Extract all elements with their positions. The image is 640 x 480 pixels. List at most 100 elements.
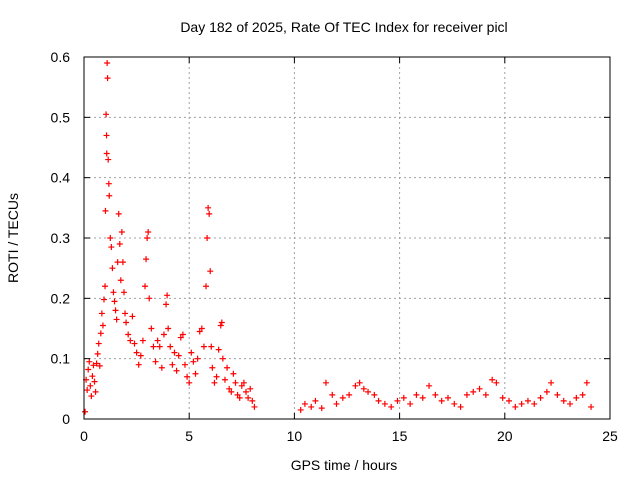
data-point	[135, 361, 142, 368]
data-point	[308, 403, 315, 410]
data-point	[154, 337, 161, 344]
data-point	[103, 132, 110, 139]
data-point	[116, 241, 123, 248]
data-point	[117, 277, 124, 284]
data-point	[144, 235, 151, 241]
data-point	[146, 295, 153, 302]
data-point	[588, 403, 595, 410]
data-point	[181, 361, 188, 368]
y-axis-label: ROTI / TECUs	[5, 193, 21, 283]
data-point	[554, 391, 561, 398]
data-point	[137, 352, 144, 359]
data-point	[158, 364, 165, 371]
data-point	[232, 379, 239, 386]
data-point	[579, 391, 586, 398]
data-point	[111, 298, 118, 305]
data-point	[112, 307, 119, 314]
data-point	[186, 379, 193, 386]
data-point	[451, 400, 458, 407]
data-point	[234, 391, 241, 398]
data-point	[583, 379, 590, 386]
data-point	[573, 394, 580, 401]
data-point	[531, 400, 538, 407]
data-point	[463, 391, 470, 398]
data-point	[194, 355, 201, 362]
data-point	[106, 192, 113, 199]
data-point	[499, 394, 506, 401]
data-point	[329, 391, 336, 398]
data-point	[567, 400, 574, 407]
data-point	[215, 346, 222, 353]
data-point	[213, 373, 220, 380]
data-point	[85, 366, 92, 373]
data-point	[204, 235, 211, 241]
data-point	[105, 156, 112, 163]
data-point	[489, 376, 496, 383]
data-point	[518, 400, 525, 407]
data-point	[190, 358, 197, 365]
y-tick-label: 0.4	[51, 170, 71, 186]
data-point	[470, 388, 477, 395]
data-point	[160, 331, 167, 338]
data-point	[200, 343, 207, 350]
data-point	[400, 394, 407, 401]
data-point	[426, 382, 433, 389]
data-point	[94, 350, 101, 357]
data-point	[407, 400, 414, 407]
data-point	[243, 388, 250, 395]
data-point	[150, 343, 157, 350]
data-point	[388, 403, 395, 410]
data-point	[109, 265, 116, 272]
data-point	[115, 210, 122, 217]
data-point	[125, 331, 132, 338]
data-point	[226, 385, 233, 392]
data-point	[84, 387, 91, 394]
data-point	[207, 268, 214, 275]
data-point	[123, 319, 130, 326]
tick-marks	[83, 56, 611, 420]
y-tick-label: 0.6	[51, 49, 71, 65]
data-point	[352, 382, 359, 389]
data-point	[381, 400, 388, 407]
data-point	[346, 391, 353, 398]
data-point	[375, 397, 382, 404]
y-tick-label: 0.2	[51, 290, 71, 306]
grid-lines	[84, 57, 610, 419]
data-point	[167, 343, 174, 350]
data-point	[206, 210, 213, 217]
y-tick-label: 0.1	[51, 351, 71, 367]
data-point	[87, 382, 94, 389]
y-tick-label: 0	[62, 411, 70, 427]
data-point	[163, 301, 170, 308]
data-point	[169, 361, 176, 368]
data-point	[236, 394, 243, 401]
data-point	[177, 334, 184, 341]
data-point	[108, 244, 115, 251]
data-point	[360, 385, 367, 392]
data-point	[543, 388, 550, 395]
data-point	[218, 319, 225, 326]
data-point	[247, 385, 254, 392]
data-point	[438, 397, 445, 404]
data-point	[188, 349, 195, 356]
data-point	[560, 397, 567, 404]
x-tick-label: 0	[80, 428, 88, 444]
data-point	[105, 180, 112, 187]
data-point	[152, 358, 159, 365]
x-tick-label: 15	[392, 428, 408, 444]
data-point	[419, 394, 426, 401]
data-point	[205, 204, 212, 211]
x-tick-label: 20	[497, 428, 513, 444]
x-tick-label: 25	[602, 428, 618, 444]
data-point	[118, 228, 125, 235]
data-point	[129, 313, 136, 320]
data-points	[82, 60, 595, 415]
data-point	[93, 360, 100, 367]
data-point	[142, 283, 149, 290]
data-point	[322, 379, 329, 386]
data-point	[221, 376, 228, 383]
data-point	[143, 256, 150, 263]
data-point	[312, 397, 319, 404]
